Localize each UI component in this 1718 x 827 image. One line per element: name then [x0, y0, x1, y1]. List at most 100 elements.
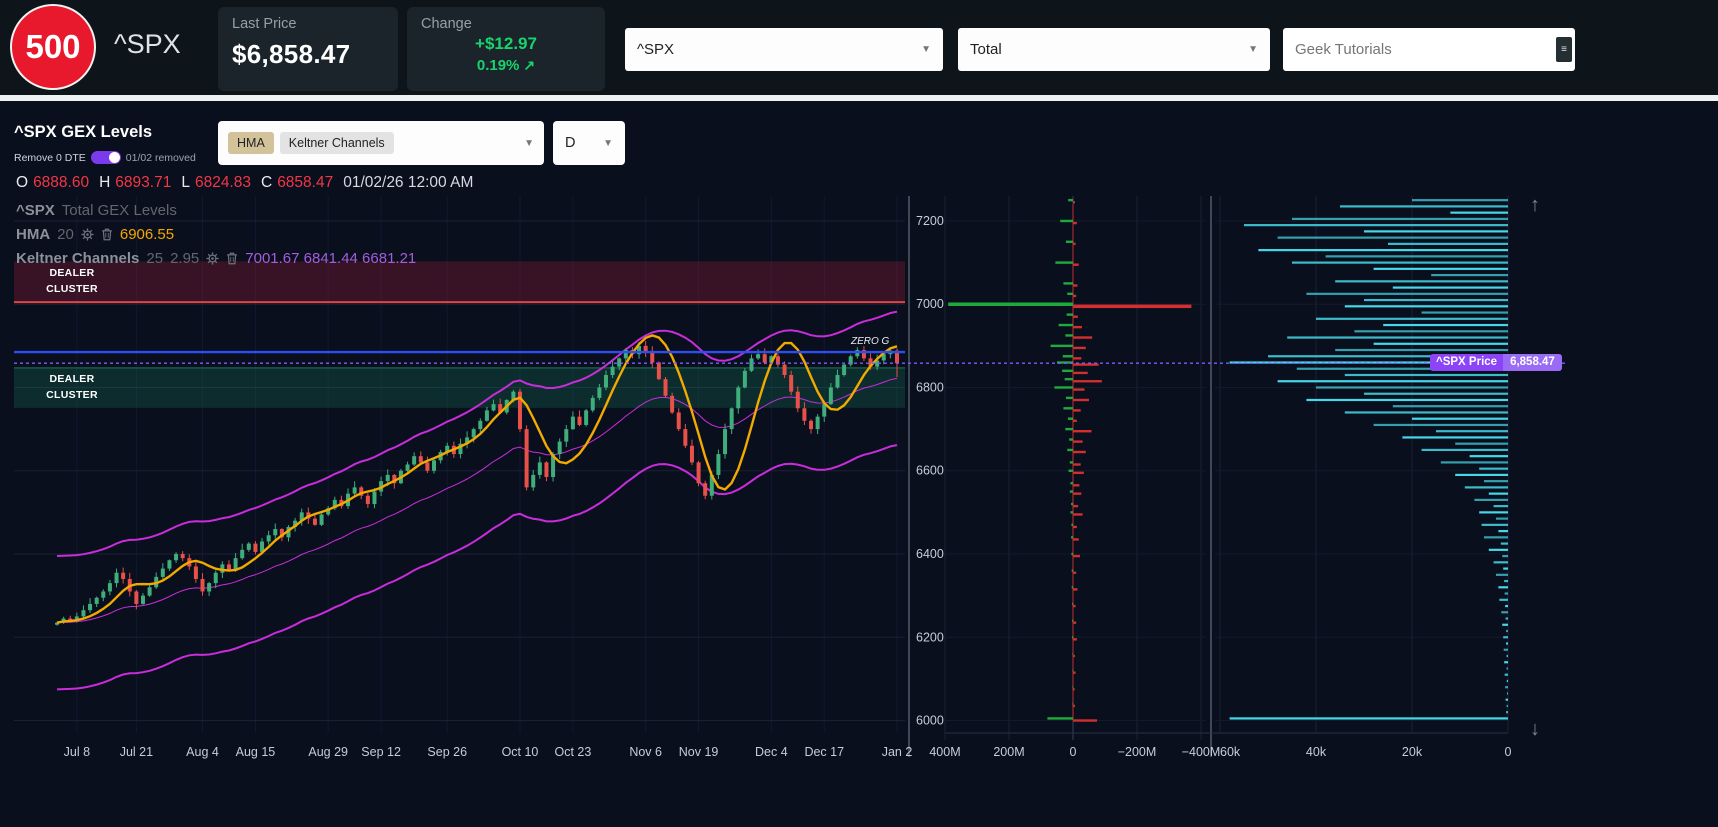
- indicator-multiselect[interactable]: HMA Keltner Channels ▼: [218, 121, 544, 165]
- svg-text:60k: 60k: [1220, 745, 1241, 759]
- svg-text:Sep 12: Sep 12: [361, 745, 401, 759]
- chart-legend: ^SPX Total GEX Levels HMA 20 6906.55 Kel…: [16, 198, 416, 270]
- svg-text:Oct 10: Oct 10: [502, 745, 539, 759]
- removed-dates-label: 01/02 removed: [125, 151, 196, 164]
- dealer-cluster-label-lower: DEALER CLUSTER: [46, 373, 98, 401]
- svg-text:7200: 7200: [916, 214, 944, 228]
- timeframe-select[interactable]: D ▼: [553, 121, 625, 165]
- scroll-down-icon[interactable]: ↓: [1530, 718, 1540, 740]
- svg-text:6800: 6800: [916, 380, 944, 394]
- open-label: O: [16, 174, 29, 191]
- svg-text:Sep 26: Sep 26: [427, 745, 467, 759]
- timeframe-value: D: [565, 135, 576, 151]
- svg-text:7000: 7000: [916, 297, 944, 311]
- last-price-card: Last Price $6,858.47: [218, 7, 398, 91]
- up-trend-icon: ↗: [523, 57, 536, 73]
- legend-series-row: ^SPX Total GEX Levels: [16, 198, 416, 222]
- close-label: C: [260, 174, 273, 191]
- keltner-values: 7001.67 6841.44 6681.21: [245, 249, 417, 267]
- svg-text:20k: 20k: [1402, 745, 1423, 759]
- svg-text:Aug 29: Aug 29: [308, 745, 348, 759]
- trash-icon[interactable]: [101, 228, 113, 241]
- change-label: Change: [421, 16, 472, 32]
- svg-text:200M: 200M: [993, 745, 1024, 759]
- svg-text:−200M: −200M: [1118, 745, 1157, 759]
- change-card: Change +$12.97 0.19% ↗: [407, 7, 605, 91]
- svg-text:−400M: −400M: [1182, 745, 1221, 759]
- logo-text: 500: [25, 28, 81, 65]
- svg-text:40k: 40k: [1306, 745, 1327, 759]
- svg-text:0: 0: [1505, 745, 1512, 759]
- svg-text:400M: 400M: [929, 745, 960, 759]
- remove-dte-label: Remove 0 DTE: [14, 151, 86, 164]
- svg-text:6000: 6000: [916, 714, 944, 728]
- hma-name: HMA: [16, 225, 51, 243]
- legend-series-symbol: ^SPX: [16, 201, 55, 219]
- close-value: 6858.47: [277, 174, 334, 191]
- change-percent: 0.19% ↗: [476, 57, 536, 74]
- price-axis-label: ^SPX Price 6,858.47: [1430, 354, 1562, 371]
- symbol-title: ^SPX: [114, 29, 181, 59]
- svg-text:Aug 4: Aug 4: [186, 745, 219, 759]
- svg-text:6200: 6200: [916, 630, 944, 644]
- keltner-mult: 2.95: [170, 249, 200, 267]
- search-input[interactable]: [1283, 28, 1575, 71]
- svg-text:Dec 4: Dec 4: [755, 745, 788, 759]
- price-label-value: 6,858.47: [1503, 354, 1562, 371]
- price-label-name: ^SPX Price: [1430, 354, 1504, 371]
- chevron-down-icon: ▼: [921, 44, 931, 55]
- high-value: 6893.71: [115, 174, 172, 191]
- low-value: 6824.83: [194, 174, 251, 191]
- high-label: H: [99, 174, 111, 191]
- keltner-period: 25: [146, 249, 164, 267]
- svg-text:6600: 6600: [916, 464, 944, 478]
- sp500-logo: 500: [10, 4, 96, 90]
- remove-dte-toggle[interactable]: [90, 151, 121, 164]
- symbol-select[interactable]: ^SPX ▼: [625, 28, 943, 71]
- chevron-down-icon: ▼: [1248, 44, 1258, 55]
- trash-icon[interactable]: [226, 252, 238, 265]
- search-box: ≡: [1283, 28, 1575, 71]
- svg-text:Nov 6: Nov 6: [629, 745, 662, 759]
- svg-text:Oct 23: Oct 23: [554, 745, 591, 759]
- indicator-tag-keltner[interactable]: Keltner Channels: [279, 132, 394, 154]
- ohlc-readout: O 6888.60 H 6893.71 L 6824.83 C 6858.47 01/02/26…: [16, 174, 473, 192]
- low-label: L: [181, 174, 190, 191]
- zero-gamma-annotation: ZERO G: [851, 336, 890, 347]
- keltner-name: Keltner Channels: [16, 249, 140, 267]
- last-price-label: Last Price: [232, 16, 297, 32]
- dealer-cluster-label-upper: DEALER CLUSTER: [46, 267, 98, 295]
- indicator-tag-hma[interactable]: HMA: [228, 132, 274, 154]
- gex-type-select-value: Total: [970, 41, 1002, 58]
- top-header: 500 ^SPX Last Price $6,858.47 Change +$1…: [0, 0, 1718, 95]
- clipboard-icon[interactable]: ≡: [1556, 37, 1572, 62]
- hma-value: 6906.55: [119, 225, 175, 243]
- change-amount: +$12.97: [475, 34, 537, 53]
- hma-period: 20: [57, 225, 74, 243]
- svg-text:Aug 15: Aug 15: [236, 745, 276, 759]
- svg-text:6400: 6400: [916, 547, 944, 561]
- toggle-knob: [108, 152, 120, 163]
- svg-text:Jul 21: Jul 21: [120, 745, 153, 759]
- svg-text:Nov 19: Nov 19: [679, 745, 719, 759]
- chevron-down-icon: ▼: [524, 137, 534, 149]
- svg-text:Jan 2: Jan 2: [882, 745, 913, 759]
- bar-datetime: 01/02/26 12:00 AM: [343, 174, 474, 191]
- header-divider: [0, 95, 1718, 101]
- gear-icon[interactable]: [206, 251, 219, 265]
- open-value: 6888.60: [33, 174, 90, 191]
- chevron-down-icon: ▼: [603, 137, 613, 149]
- gear-icon[interactable]: [81, 227, 94, 241]
- legend-keltner-row: Keltner Channels 25 2.95 7001.67 6841.44…: [16, 246, 416, 270]
- svg-text:Dec 17: Dec 17: [804, 745, 844, 759]
- legend-series-name: Total GEX Levels: [61, 201, 177, 219]
- page-title: ^SPX GEX Levels: [14, 123, 153, 141]
- gex-type-select[interactable]: Total ▼: [958, 28, 1270, 71]
- last-price-value: $6,858.47: [232, 39, 351, 69]
- legend-hma-row: HMA 20 6906.55: [16, 222, 416, 246]
- remove-dte-control: Remove 0 DTE 01/02 removed: [14, 151, 196, 164]
- scroll-up-icon[interactable]: ↑: [1530, 194, 1540, 216]
- symbol-select-value: ^SPX: [637, 41, 675, 58]
